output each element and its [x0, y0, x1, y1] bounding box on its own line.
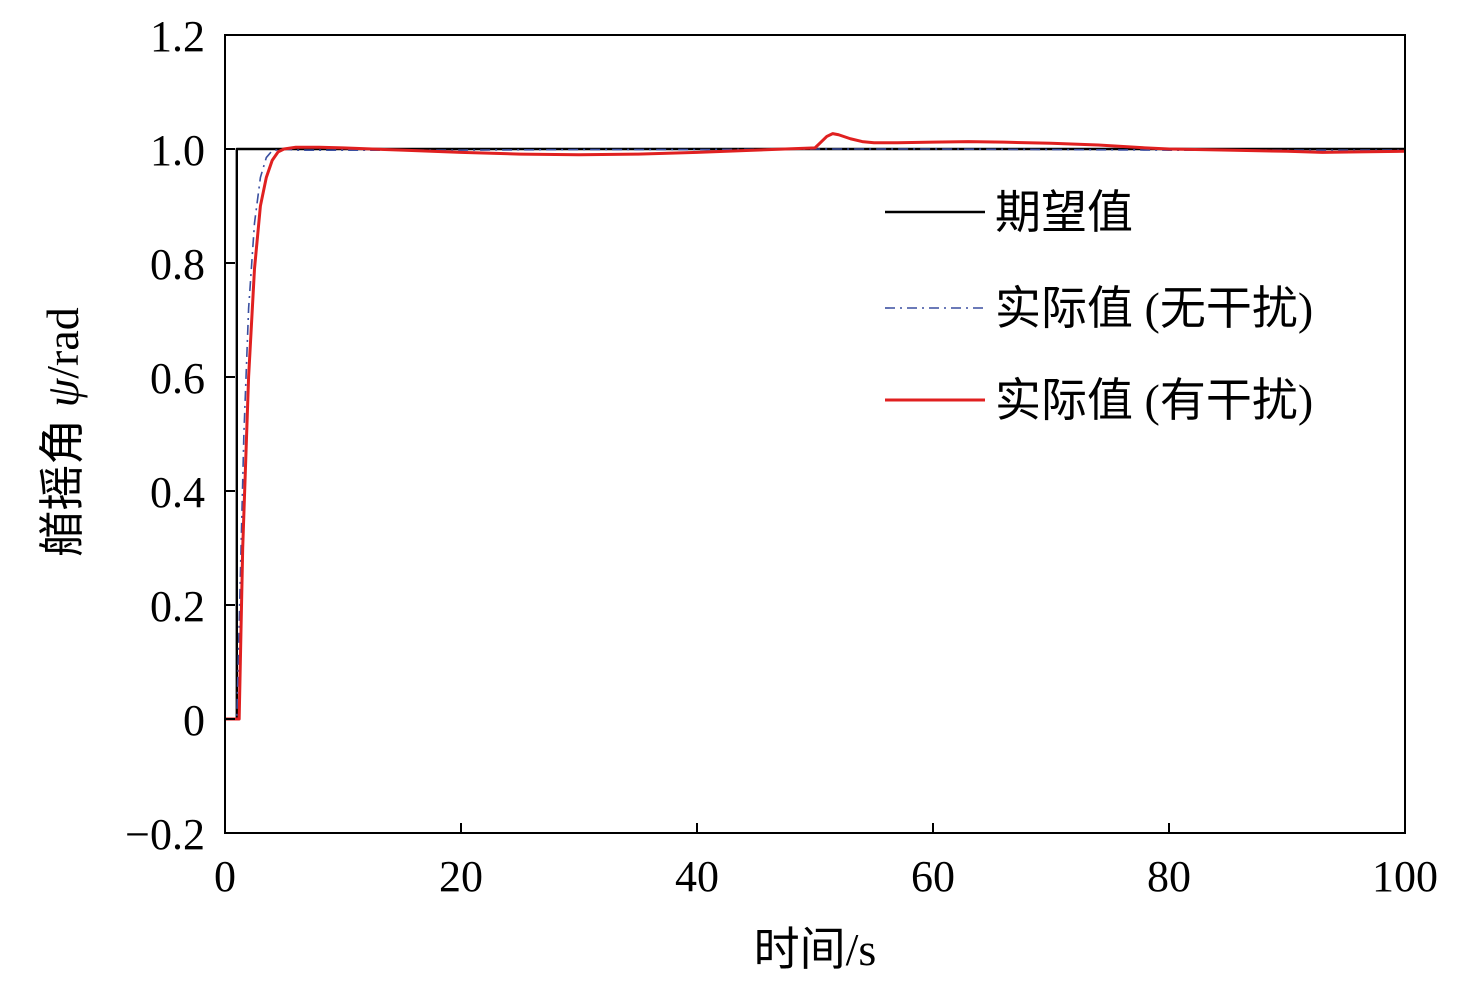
plot-frame: [224, 34, 1406, 834]
y-axis-title-suffix: /rad: [37, 307, 88, 379]
x-tick-label: 60: [911, 852, 955, 901]
tick-labels: 0 20 40 60 80 100−0.200.20.40.60.81.01.2: [125, 12, 1438, 901]
y-tick-label: 1.0: [150, 126, 205, 175]
y-tick-label: 0.8: [150, 240, 205, 289]
y-tick-label: −0.2: [125, 810, 205, 859]
x-tick-label: 80: [1147, 852, 1191, 901]
y-axis-title-symbol: ψ: [37, 377, 88, 407]
axis-ticks: [224, 34, 1406, 834]
y-tick-label: 0.6: [150, 354, 205, 403]
series-line-1: [225, 148, 1405, 720]
plot-lines: [225, 132, 1406, 721]
y-tick-label: 1.2: [150, 12, 205, 61]
x-tick-label: 40: [675, 852, 719, 901]
legend-label-0: 期望值: [995, 187, 1133, 238]
x-tick-label: 100: [1372, 852, 1438, 901]
legend-label-2: 实际值 (有干扰): [995, 375, 1313, 426]
y-tick-label: 0: [183, 696, 205, 745]
series-line-0: [225, 147, 1405, 721]
x-tick-label: 0: [214, 852, 236, 901]
y-tick-label: 0.2: [150, 582, 205, 631]
y-axis-title-prefix: 艏摇角: [37, 407, 88, 557]
x-tick-label: 20: [439, 852, 483, 901]
x-axis-title: 时间/s: [754, 924, 877, 975]
legend-label-1: 实际值 (无干扰): [995, 283, 1313, 334]
y-axis-title: 艏摇角 ψ/rad: [37, 307, 88, 557]
series-line-2: [225, 132, 1406, 721]
y-tick-label: 0.4: [150, 468, 205, 517]
